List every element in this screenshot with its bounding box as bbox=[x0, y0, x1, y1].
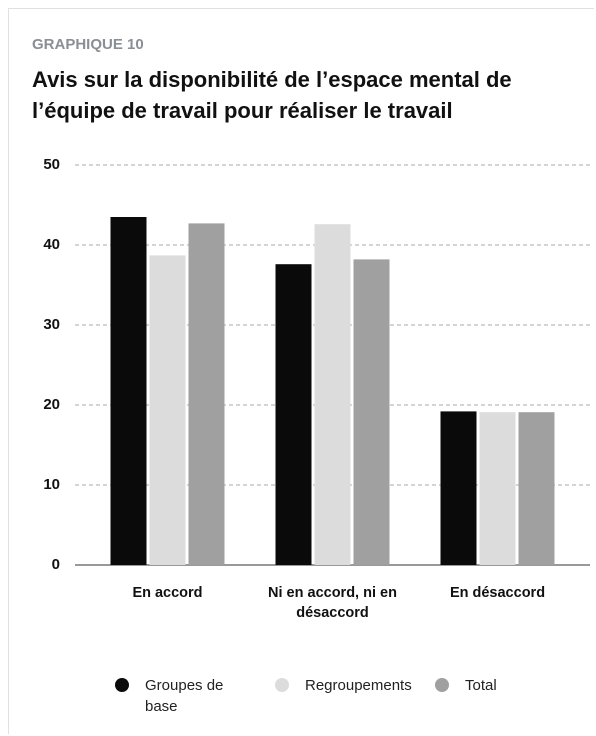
bar bbox=[518, 412, 555, 565]
chart-label: GRAPHIQUE 10 bbox=[32, 36, 144, 53]
y-tick-label: 20 bbox=[43, 396, 60, 413]
bar bbox=[479, 412, 516, 565]
y-tick-label: 50 bbox=[43, 156, 60, 173]
bar bbox=[275, 264, 312, 565]
legend-label: Groupes de base bbox=[145, 677, 224, 715]
legend-label: Regroupements bbox=[305, 677, 412, 694]
legend-marker bbox=[435, 678, 449, 692]
chart-title: Avis sur la disponibilité de l’espace me… bbox=[32, 67, 512, 123]
x-tick-label: En accord bbox=[132, 585, 203, 601]
frame bbox=[8, 8, 594, 734]
x-tick-label: En désaccord bbox=[449, 585, 546, 601]
x-tick-label: Ni en accord, ni en désaccord bbox=[268, 585, 397, 621]
bar bbox=[110, 217, 147, 565]
legend-label: Total bbox=[465, 677, 497, 694]
legend-marker bbox=[275, 678, 289, 692]
bar bbox=[149, 255, 186, 565]
y-tick-label: 40 bbox=[43, 236, 60, 253]
bar bbox=[188, 223, 225, 565]
y-tick-label: 0 bbox=[52, 556, 60, 573]
bar bbox=[314, 224, 351, 565]
y-tick-label: 30 bbox=[43, 316, 60, 333]
bar bbox=[440, 411, 477, 565]
y-tick-label: 10 bbox=[43, 476, 60, 493]
bar bbox=[353, 259, 390, 565]
legend-marker bbox=[115, 678, 129, 692]
